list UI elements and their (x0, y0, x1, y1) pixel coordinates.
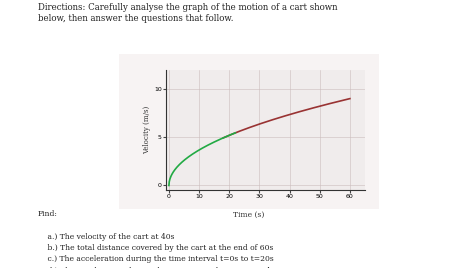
Text: Find:

    a.) The velocity of the cart at 40s
    b.) The total distance covere: Find: a.) The velocity of the cart at 40… (38, 210, 279, 268)
Text: Time (s): Time (s) (233, 210, 264, 218)
Text: Directions: Carefully analyse the graph of the motion of a cart shown
below, the: Directions: Carefully analyse the graph … (38, 3, 337, 24)
Y-axis label: Velocity (m/s): Velocity (m/s) (143, 106, 151, 154)
FancyBboxPatch shape (105, 46, 392, 217)
